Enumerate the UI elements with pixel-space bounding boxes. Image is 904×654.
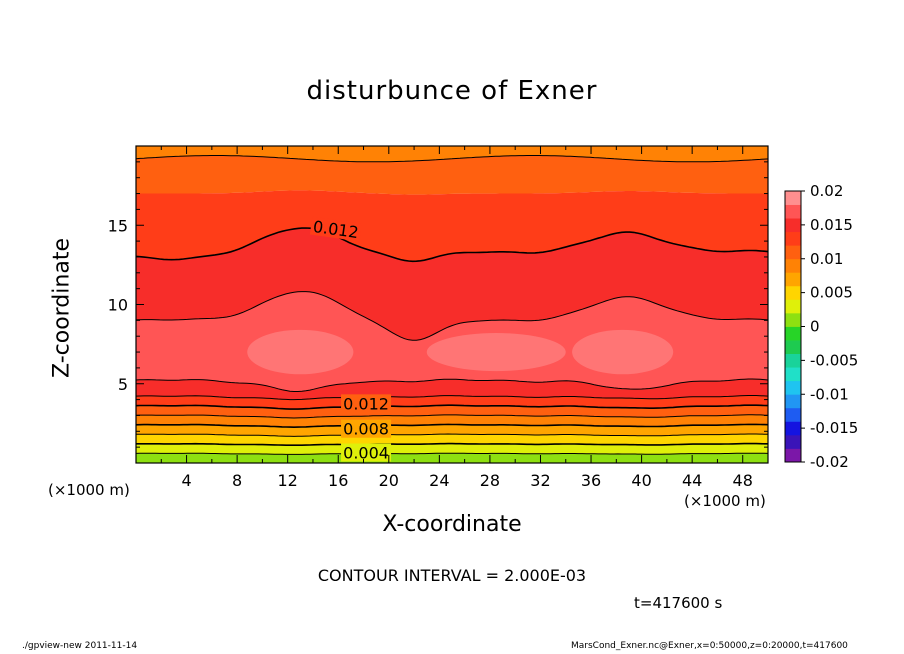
footer-file-info: MarsCond_Exner.nc@Exner,x=0:50000,z=0:20… [571,641,848,651]
contour-core [572,329,674,375]
x-tick-label: 48 [733,471,753,490]
contour-band [136,379,768,400]
colorbar-segment [785,394,801,409]
contour-interval-text: CONTOUR INTERVAL = 2.000E-03 [317,566,587,585]
y-axis-ticks: 5 10 15 [108,161,768,448]
y-axis-label: Z-coordinate [49,238,75,378]
colorbar-segment [785,299,801,314]
filled-contour-bands [136,146,768,463]
x-axis-unit-right: (×1000 m) [684,492,766,510]
colorbar-tick-label: 0.01 [810,250,843,268]
colorbar-tick-label: -0.015 [810,419,858,437]
contour-label-bg [341,394,392,413]
colorbar-segment [785,380,801,395]
colorbar-segment [785,312,801,327]
contour-label-bg [341,419,392,438]
contour-band [136,228,768,341]
contour-line [136,452,768,455]
contour-label-bg [309,216,362,242]
colorbar-segment [785,231,801,246]
contour-label: 0.004 [341,443,392,462]
x-tick-label: 44 [682,471,702,490]
colorbar-segment [785,245,801,260]
colorbar-segment [785,258,801,273]
chart-title: disturbunce of Exner [306,76,598,106]
y-tick-label: 15 [108,216,128,235]
contour-label-text: 0.012 [343,394,389,413]
x-tick-label: 32 [530,471,550,490]
colorbar-segment [785,407,801,422]
contour-line [136,155,768,163]
x-tick-label: 8 [232,471,242,490]
time-stamp: t=417600 s [634,594,723,612]
contour-label: 0.008 [341,419,392,439]
contour-line [136,414,768,419]
colorbar: 0.02 0.015 0.01 0.005 0 -0.005 -0.01 -0.015 -0.0… [784,182,858,471]
x-tick-label: 40 [631,471,651,490]
y-tick-label: 5 [118,375,128,394]
contour-label-bg [341,443,392,462]
contour-label-text: 0.004 [343,443,389,462]
contour-band [136,453,768,463]
x-tick-label: 24 [429,471,449,490]
x-tick-label: 12 [278,471,298,490]
contour-lines [136,155,768,455]
contour-band [136,405,768,418]
contour-band [136,190,768,262]
colorbar-segment [785,191,801,205]
contour-label-text: 0.008 [343,420,389,439]
colorbar-tick-label: 0.005 [810,284,853,302]
contour-line [136,227,768,263]
colorbar-segment [785,218,801,233]
colorbar-tick-label: 0.015 [810,216,853,234]
contour-core [426,333,566,372]
colorbar-tick-label: -0.01 [810,385,849,403]
contour-line [136,378,768,392]
contour-line [136,423,768,429]
contour-line [136,442,768,446]
colorbar-segment [785,285,801,300]
contour-label: 0.012 [341,394,392,413]
colorbar-tick-label: 0 [810,318,820,336]
contour-band [136,395,768,410]
x-axis-label: X-coordinate [0,512,904,537]
x-tick-label: 16 [328,471,348,490]
contour-band [136,146,768,162]
colorbar-segment [785,353,801,368]
contour-line [136,433,768,437]
colorbar-tick-label: -0.02 [810,453,849,471]
contour-core-regions [247,329,674,375]
colorbar-segment [785,204,801,219]
colorbar-segment [785,340,801,354]
contour-band [136,443,768,455]
contour-core [247,329,354,375]
colorbar-tick-label: -0.005 [810,351,858,369]
colorbar-segment [785,434,801,449]
colorbar-segment [785,421,801,436]
colorbar-segment [785,367,801,382]
colorbar-segment [785,326,801,341]
x-tick-label: 36 [581,471,601,490]
x-axis-label-text: X-coordinate [382,512,522,537]
contour-band [136,414,768,428]
contour-line [136,291,768,341]
contour-line [136,395,768,401]
footer-program-info: ./gpview-new 2011-11-14 [22,641,138,651]
contour-line [136,404,768,410]
colorbar-tick-label: 0.02 [810,182,843,200]
x-axis-unit-left: (×1000 m) [48,481,130,499]
x-tick-label: 20 [379,471,399,490]
contour-interval-note: CONTOUR INTERVAL = 2.000E-03 [0,566,904,585]
y-tick-label: 10 [108,296,128,315]
contour-band [136,155,768,195]
x-tick-label: 28 [480,471,500,490]
colorbar-segment [785,448,801,463]
x-axis-ticks: 4 8 12 16 20 24 28 32 36 40 44 48 [160,146,753,490]
x-tick-label: 4 [181,471,191,490]
colorbar-segment [785,272,801,287]
